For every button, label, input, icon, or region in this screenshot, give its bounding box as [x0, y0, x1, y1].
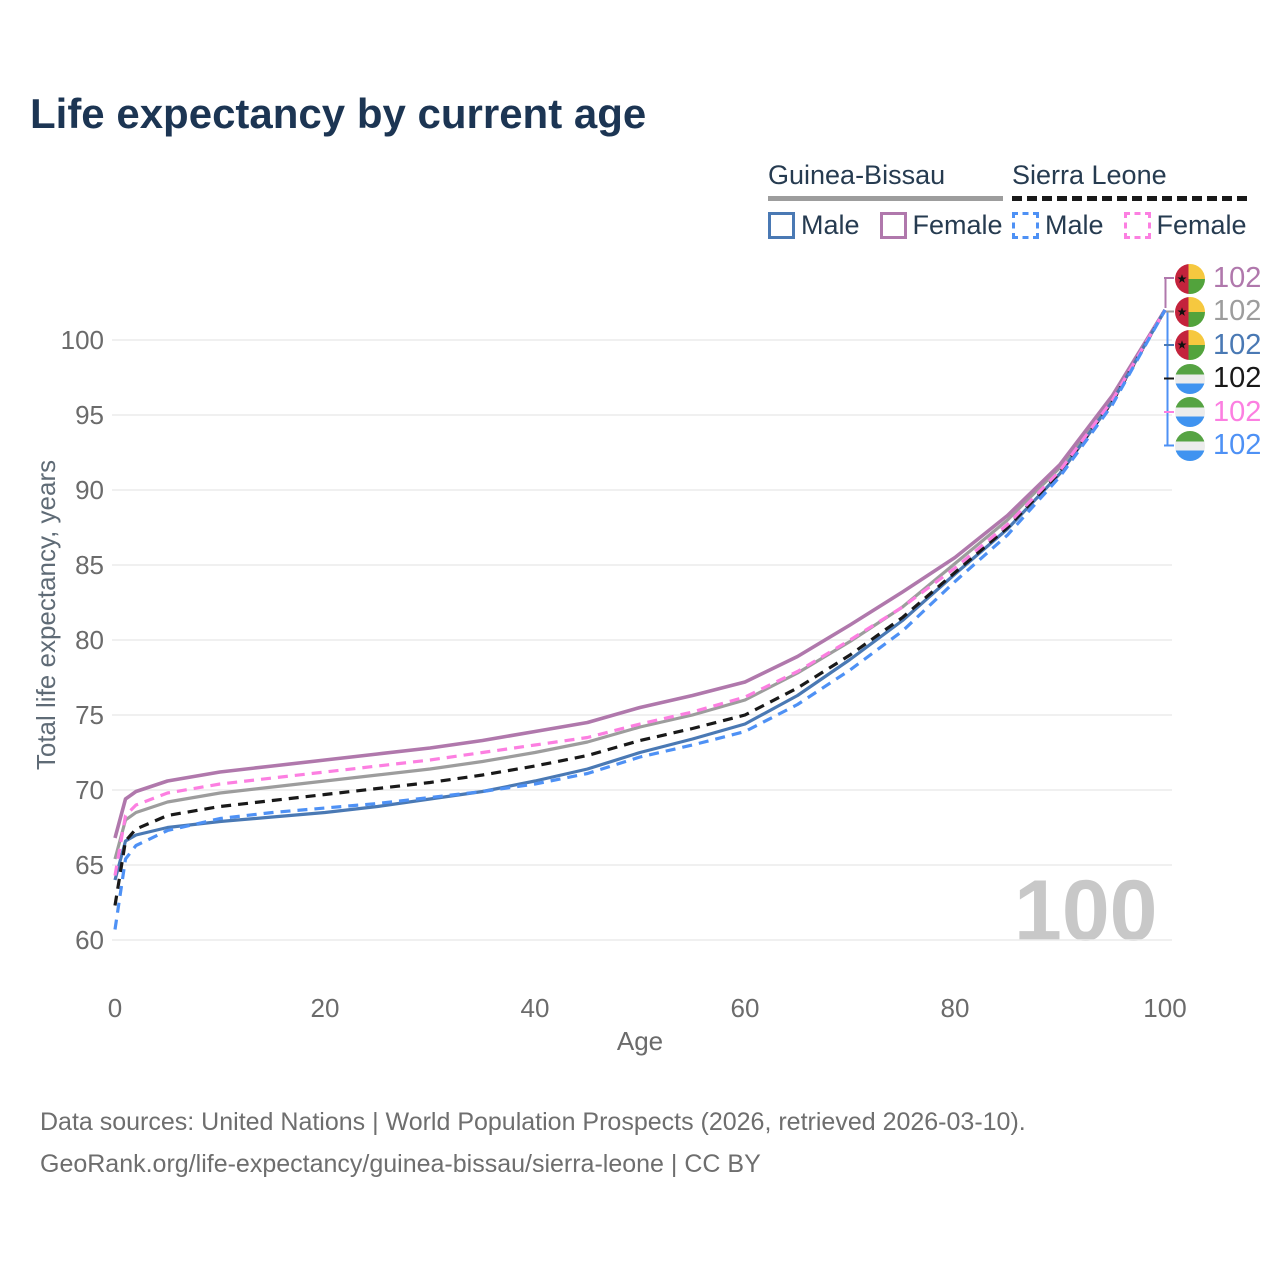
flag-icon-sierra-leone [1175, 364, 1205, 394]
legend-country-guinea-bissau: Guinea-Bissau [768, 160, 946, 190]
legend-item-label: Male [801, 210, 860, 240]
end-label-value: 102 [1213, 395, 1262, 428]
x-tick-label: 60 [731, 993, 760, 1023]
end-label-row: 102 [1175, 329, 1261, 362]
flag-icon-guinea-bissau [1175, 297, 1205, 327]
series-line-guinea-bissau-female[interactable] [113, 309, 1167, 839]
y-tick-label: 95 [75, 400, 104, 430]
legend-line-sample-solid [768, 196, 1003, 201]
end-label-row: 102 [1175, 429, 1261, 462]
gb-female-swatch-icon [879, 212, 907, 239]
sl-male-swatch-icon [1012, 212, 1039, 239]
flag-icon-sierra-leone [1175, 397, 1205, 427]
x-axis-title: Age [616, 1026, 664, 1056]
legend-item-label: Male [1045, 210, 1104, 240]
legend-item-sl-male[interactable]: Male [1012, 210, 1104, 241]
y-tick-label: 80 [75, 625, 104, 655]
end-label-value: 102 [1213, 262, 1262, 294]
attribution-note: GeoRank.org/life-expectancy/guinea-bissa… [40, 1150, 761, 1178]
x-tick-label: 80 [941, 993, 970, 1023]
end-label-value: 102 [1213, 362, 1262, 395]
flag-icon-sierra-leone [1175, 431, 1205, 461]
legend-items-sierra-leone: Male Female [1012, 210, 1247, 241]
legend-group-guinea-bissau: Guinea-Bissau Male Female [768, 160, 1003, 241]
legend-item-label: Female [1156, 210, 1247, 240]
x-tick-label: 100 [1143, 993, 1186, 1023]
series-line-sierra-leone-female[interactable] [113, 309, 1167, 876]
sl-female-swatch-icon [1123, 212, 1151, 239]
y-tick-label: 85 [75, 550, 104, 580]
y-tick-label: 75 [75, 700, 104, 730]
end-label-row: 102 [1175, 362, 1261, 395]
end-label-value: 102 [1213, 429, 1262, 461]
data-sources-note: Data sources: United Nations | World Pop… [40, 1108, 1026, 1136]
series-line-guinea-bissau-male[interactable] [113, 309, 1167, 881]
gb-male-swatch-icon [768, 212, 795, 239]
end-label-row: 102 [1175, 262, 1261, 295]
legend-item-sl-female[interactable]: Female [1123, 210, 1247, 241]
end-label-value: 102 [1213, 328, 1262, 361]
x-tick-label: 0 [108, 993, 122, 1023]
series-line-sierra-leone-male[interactable] [113, 309, 1167, 930]
y-tick-label: 70 [75, 775, 104, 805]
y-tick-label: 90 [75, 475, 104, 505]
legend-item-gb-male[interactable]: Male [768, 210, 860, 241]
legend-group-sierra-leone: Sierra Leone Male Female [1012, 160, 1247, 241]
legend-item-gb-female[interactable]: Female [879, 210, 1003, 241]
line-chart-plot: 60 65 70 75 80 85 90 95 100 0 20 40 60 80 100 [61, 277, 1187, 1023]
x-tick-label: 40 [521, 993, 550, 1023]
legend-items-guinea-bissau: Male Female [768, 210, 1003, 241]
legend-line-sample-dashed [1012, 196, 1247, 201]
legend-country-sierra-leone: Sierra Leone [1012, 160, 1167, 190]
end-label-row: 102 [1175, 396, 1261, 429]
end-label-row: 102 [1175, 295, 1261, 328]
flag-icon-guinea-bissau [1175, 264, 1205, 294]
x-tick-label: 20 [311, 993, 340, 1023]
series-line-guinea-bissau-both-sexes[interactable] [113, 309, 1167, 860]
flag-icon-guinea-bissau [1175, 330, 1205, 360]
y-tick-label: 65 [75, 850, 104, 880]
end-label-value: 102 [1213, 295, 1262, 328]
page-title: Life expectancy by current age [30, 90, 647, 137]
y-tick-label: 100 [61, 325, 104, 355]
legend-item-label: Female [912, 210, 1003, 240]
y-tick-label: 60 [75, 925, 104, 955]
